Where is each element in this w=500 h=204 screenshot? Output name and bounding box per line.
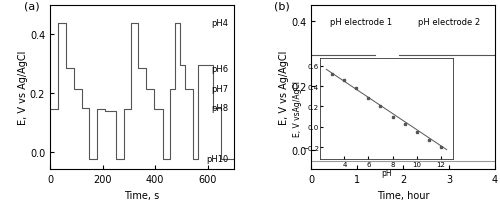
Text: pH electrode 2: pH electrode 2	[418, 18, 480, 27]
Text: (b): (b)	[274, 1, 290, 11]
Text: pH7: pH7	[211, 85, 228, 94]
Text: pH4: pH4	[212, 19, 228, 28]
Y-axis label: E, V vs Ag/AgCl: E, V vs Ag/AgCl	[18, 51, 28, 125]
Y-axis label: E, V vs Ag/AgCl: E, V vs Ag/AgCl	[280, 51, 289, 125]
X-axis label: Time, hour: Time, hour	[377, 190, 430, 200]
Text: pH10: pH10	[206, 155, 229, 164]
X-axis label: Time, s: Time, s	[124, 190, 160, 200]
Text: pH8: pH8	[211, 104, 228, 113]
Text: pH6: pH6	[211, 64, 228, 73]
Text: (a): (a)	[24, 1, 40, 11]
Text: pH electrode 1: pH electrode 1	[330, 18, 392, 27]
